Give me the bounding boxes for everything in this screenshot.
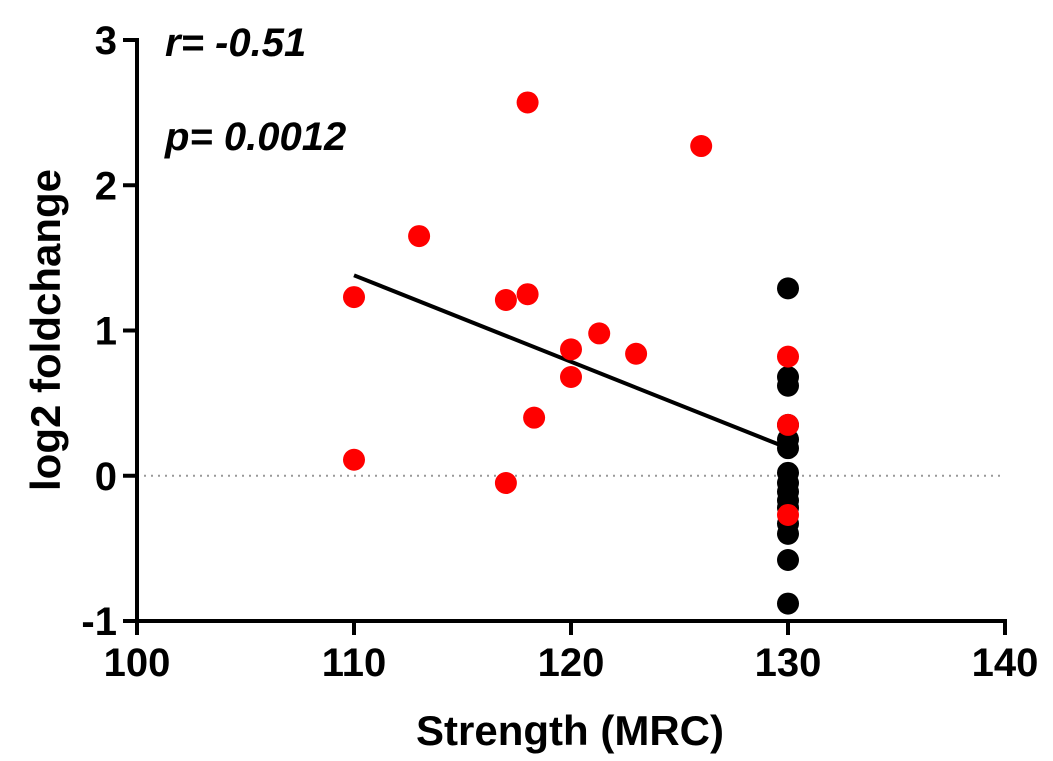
data-point (523, 406, 546, 429)
data-point (494, 288, 517, 311)
x-tick-label: 120 (538, 641, 605, 685)
data-point (560, 365, 582, 388)
correlation-r-text: r= -0.51 (165, 21, 306, 65)
axes-layer (123, 38, 1007, 635)
data-point (516, 283, 539, 306)
data-point (777, 548, 799, 571)
data-point (343, 286, 365, 309)
x-tick-label: 130 (755, 641, 822, 685)
data-point (408, 225, 431, 248)
data-point (560, 338, 582, 361)
data-point (777, 413, 799, 436)
p-value-text: p= 0.0012 (164, 115, 346, 159)
regression-layer (353, 273, 789, 451)
data-point (777, 374, 799, 397)
y-tick-label: -1 (81, 600, 117, 644)
y-axis-label: log2 foldchange (22, 169, 69, 491)
y-tick-label: 2 (95, 164, 117, 208)
x-axis-label: Strength (MRC) (416, 707, 724, 754)
y-tick-label: 1 (95, 310, 117, 354)
data-point (777, 592, 799, 615)
y-tick-label: 0 (95, 455, 117, 499)
regression-line (353, 273, 789, 451)
data-point (343, 448, 365, 471)
data-point (777, 277, 799, 300)
y-tick-label: 3 (95, 19, 117, 63)
x-tick-label: 100 (104, 641, 171, 685)
data-point (588, 322, 611, 345)
data-point (494, 472, 517, 495)
data-points-layer (343, 91, 799, 615)
data-point (625, 342, 648, 365)
data-point (777, 345, 799, 368)
data-point (777, 522, 799, 545)
x-tick-label: 110 (322, 641, 387, 685)
data-point (777, 437, 799, 460)
data-point (690, 135, 713, 158)
data-point (777, 503, 799, 526)
data-point (516, 91, 539, 114)
x-tick-label: 140 (972, 641, 1039, 685)
tick-labels-layer: 100 110 120 130 140 -1 0 1 2 3 (81, 19, 1038, 685)
